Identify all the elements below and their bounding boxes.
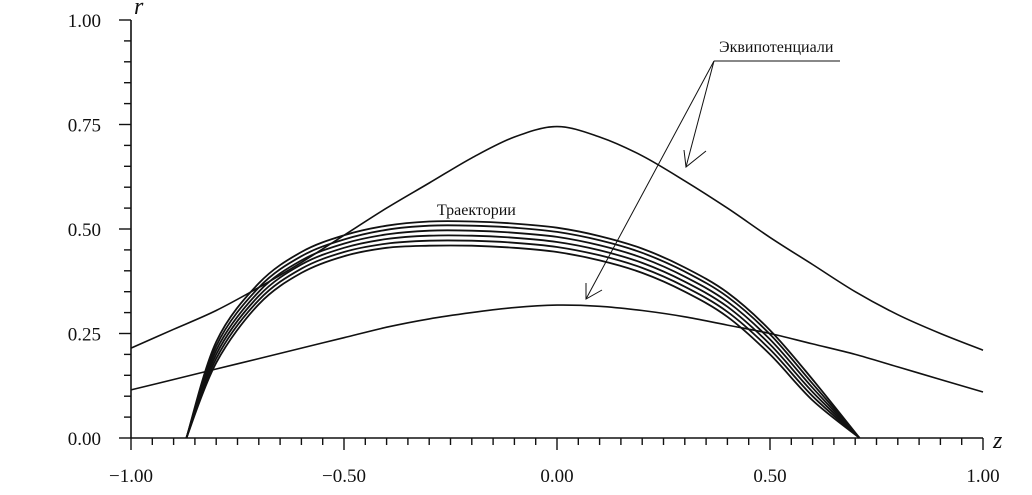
- y-axis-title: r: [134, 0, 144, 20]
- y-tick-label: 0.00: [68, 429, 101, 450]
- equipotentials-annotation: Эквипотенциали: [719, 39, 834, 56]
- trajectory-line: [185, 220, 861, 439]
- x-tick-label: −0.50: [322, 466, 366, 487]
- trajectory-line: [185, 224, 861, 439]
- x-tick-label: 0.00: [540, 466, 573, 487]
- equipotential-line: [130, 125, 984, 351]
- trajectory-line: [185, 239, 861, 439]
- y-tick-label: 0.25: [68, 325, 101, 346]
- x-tick-label: 1.00: [966, 466, 999, 487]
- trajectory-line: [185, 244, 861, 439]
- equipotentials-arrow-outer: [685, 60, 715, 168]
- trajectories-annotation: Траектории: [437, 202, 516, 219]
- y-tick-label: 1.00: [68, 11, 101, 32]
- ticks: −1.00 −0.50 0.00 0.50 1.00 0.00 0.25 0.50 0.75 1.…: [68, 11, 1000, 487]
- y-tick-label: 0.50: [68, 220, 101, 241]
- plot-area: [130, 125, 984, 439]
- trajectory-line: [185, 234, 861, 439]
- equipotential-line: [130, 304, 984, 393]
- x-tick-label: 0.50: [753, 466, 786, 487]
- x-tick-label: −1.00: [109, 466, 153, 487]
- axes: [130, 20, 983, 439]
- annotations: Эквипотенциали Траектории: [437, 39, 840, 300]
- equipotentials-arrowhead-outer: [683, 149, 707, 168]
- trajectory-line: [185, 229, 861, 439]
- equipotentials-arrow-inner: [585, 60, 715, 300]
- x-axis-title: z: [992, 428, 1003, 454]
- equipotentials-arrowhead-inner: [585, 283, 603, 300]
- y-tick-label: 0.75: [68, 116, 101, 137]
